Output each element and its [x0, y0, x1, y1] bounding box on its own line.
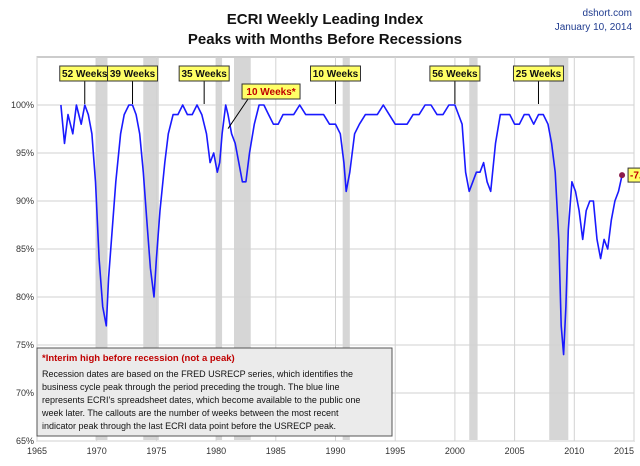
- x-tick-label: 2000: [445, 446, 465, 456]
- callout-2: 39 Weeks: [107, 65, 159, 104]
- interim-callout-box: [241, 83, 301, 100]
- date-label: January 10, 2014: [555, 22, 633, 33]
- note-box: *Interim high before recession (not a pe…: [36, 347, 393, 437]
- x-tick-label: 1995: [385, 446, 405, 456]
- series-line-layer: [60, 104, 623, 356]
- x-tick-label: 1965: [27, 446, 47, 456]
- callout-3: 35 Weeks: [178, 65, 230, 104]
- axis-labels: 65% 70% 75% 80% 85% 90% 95% 100% 1965 1970 1975 198…: [11, 100, 634, 456]
- chart-subtitle: Peaks with Months Before Recessions: [188, 31, 462, 48]
- x-tick-label: 2005: [505, 446, 525, 456]
- callout-box: [310, 65, 361, 82]
- y-tick-label: 65%: [16, 436, 34, 446]
- last-value-marker: [619, 172, 626, 179]
- note-line-5: indicator peak through the last ECRI dat…: [42, 421, 336, 431]
- callout-box: [512, 65, 564, 82]
- x-tick-label: 1990: [325, 446, 345, 456]
- callout-label: 52 Weeks: [62, 69, 108, 80]
- callout-6: 25 Weeks: [512, 65, 564, 104]
- x-tick-label: 1975: [146, 446, 166, 456]
- interim-callout-pointer: [227, 98, 249, 129]
- note-heading: *Interim high before recession (not a pe…: [42, 353, 235, 364]
- y-tick-label: 95%: [16, 148, 34, 158]
- interim-callout: 10 Weeks*: [227, 83, 301, 129]
- callout-label: 56 Weeks: [432, 69, 478, 80]
- x-tick-label: 2010: [564, 446, 584, 456]
- y-tick-label: 70%: [16, 388, 34, 398]
- callout-5: 56 Weeks: [429, 65, 481, 104]
- note-line-1: Recession dates are based on the FRED US…: [42, 369, 353, 379]
- x-tick-label: 2015: [614, 446, 634, 456]
- x-tick-label: 1980: [206, 446, 226, 456]
- x-tick-label: 1970: [87, 446, 107, 456]
- callout-box: [429, 65, 481, 82]
- y-tick-label: 100%: [11, 100, 34, 110]
- callout-label: 35 Weeks: [181, 69, 227, 80]
- note-line-2: business cycle peak through the period p…: [42, 382, 340, 392]
- last-value-label: -7.3%: [630, 171, 640, 182]
- y-tick-label: 85%: [16, 244, 34, 254]
- callout-box: [178, 65, 230, 82]
- callout-label: 10 Weeks: [313, 69, 359, 80]
- y-tick-label: 75%: [16, 340, 34, 350]
- last-value-box: [627, 167, 640, 183]
- x-tick-label: 1985: [266, 446, 286, 456]
- last-value-callout: -7.3%: [627, 167, 640, 183]
- note-box-frame: [36, 347, 393, 437]
- y-tick-label: 80%: [16, 292, 34, 302]
- callouts: 52 Weeks 39 Weeks 35 Weeks 10 Weeks 56 Weeks…: [59, 65, 640, 183]
- y-tick-label: 90%: [16, 196, 34, 206]
- callout-label: 25 Weeks: [516, 69, 562, 80]
- source-label: dshort.com: [583, 8, 632, 19]
- callout-label: 39 Weeks: [110, 69, 156, 80]
- interim-callout-label: 10 Weeks*: [246, 87, 295, 98]
- callout-4: 10 Weeks: [310, 65, 361, 104]
- callout-box: [107, 65, 159, 82]
- note-line-4: week later. The callouts are the number …: [41, 408, 339, 418]
- chart-title: ECRI Weekly Leading Index: [227, 11, 424, 28]
- series-line: [60, 104, 623, 356]
- note-line-3: represents ECRI's spreadsheet dates, whi…: [42, 395, 360, 405]
